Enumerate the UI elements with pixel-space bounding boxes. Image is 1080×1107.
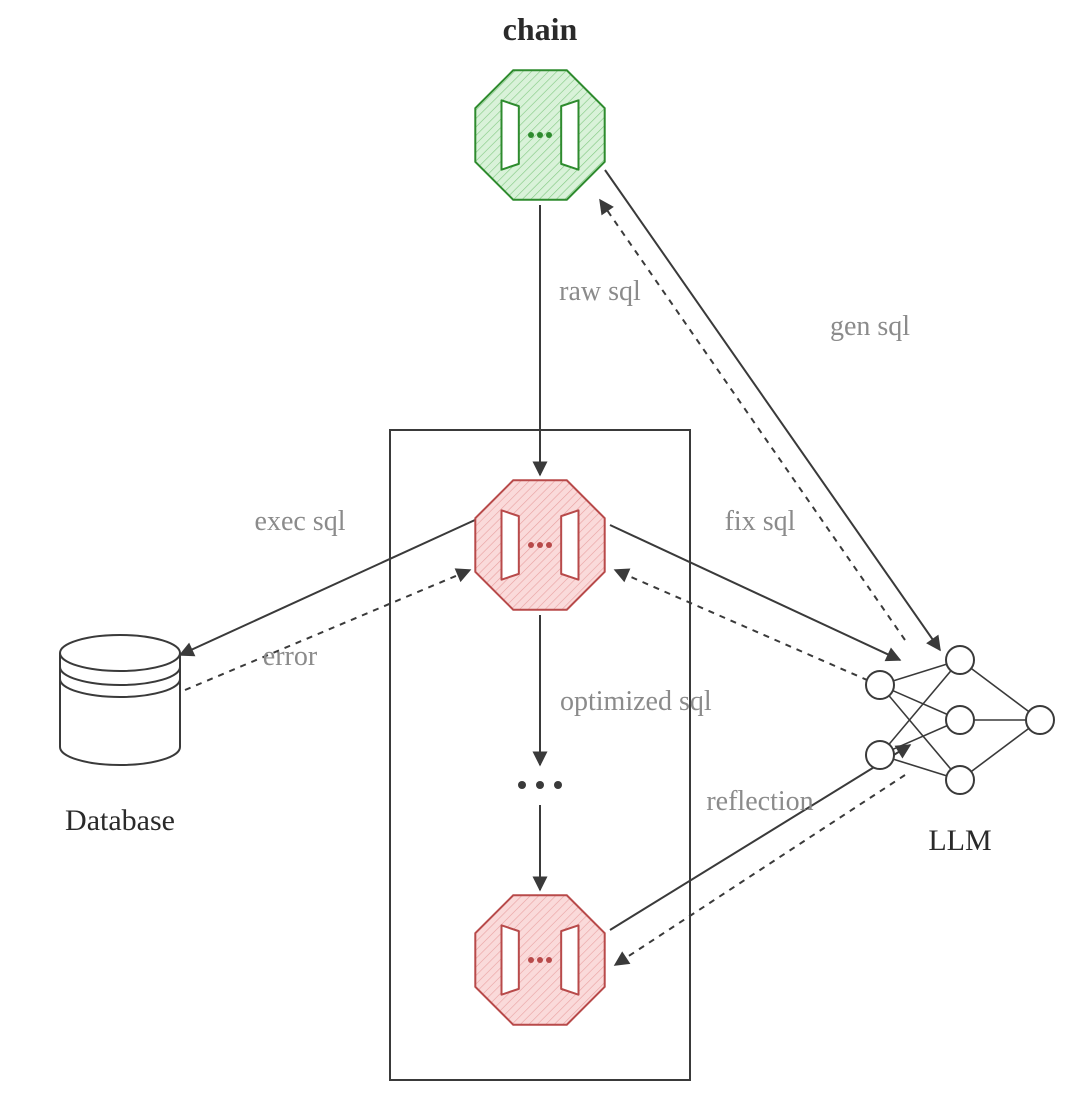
edge-label-chain-to-mid: raw sql: [559, 276, 641, 307]
node-chain_mid: [475, 480, 604, 609]
node-ellipsis_mid: [518, 781, 562, 789]
diagram-title: chain: [503, 11, 578, 47]
edge-label-bot-to-llm: reflection: [706, 786, 813, 817]
edge-bot-to-llm: [610, 745, 910, 930]
edge-label-db-to-mid: error: [263, 641, 318, 672]
edge-label-mid-to-db: exec sql: [255, 506, 346, 537]
edge-label-mid-to-llm-fix: fix sql: [725, 506, 796, 537]
edge-mid-to-llm-fix: [610, 525, 900, 660]
edge-label-chain-to-llm: gen sql: [830, 311, 910, 342]
database-label: Database: [65, 804, 175, 837]
node-chain_bot: [475, 895, 604, 1024]
llm-label: LLM: [928, 824, 991, 857]
node-llm: LLM: [866, 646, 1054, 857]
edge-llm-to-chain: [600, 200, 905, 640]
node-chain_top: [475, 70, 604, 199]
node-database: Database: [60, 635, 180, 837]
edge-llm-to-mid-fix: [615, 570, 890, 690]
edge-chain-to-llm: [605, 170, 940, 650]
edge-label-mid-to-dots: optimized sql: [560, 686, 712, 717]
